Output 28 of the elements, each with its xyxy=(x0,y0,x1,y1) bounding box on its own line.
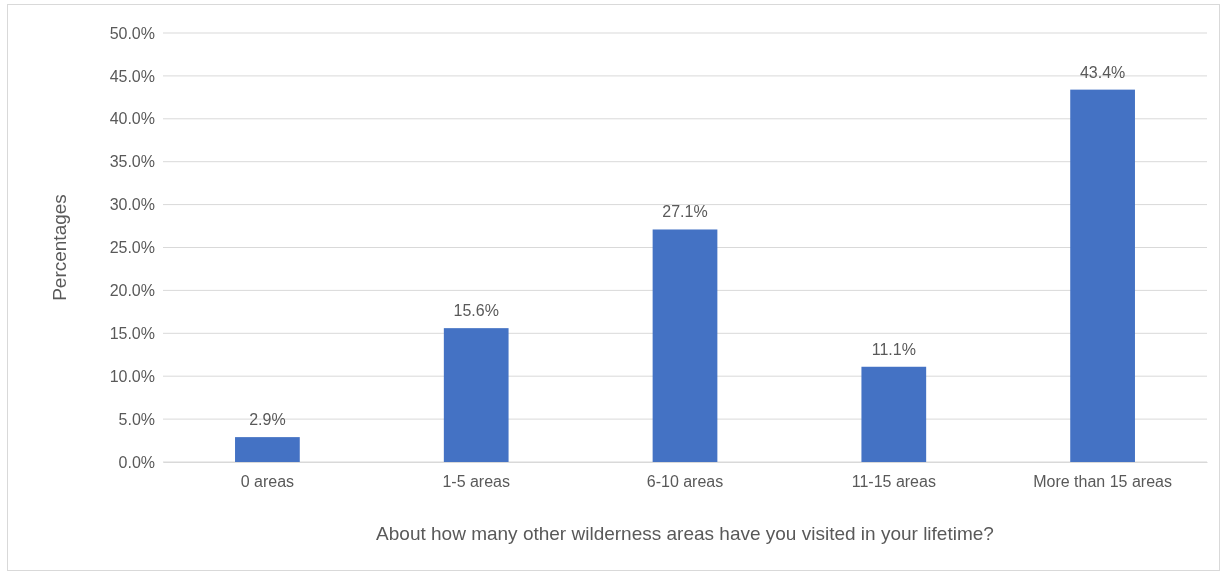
bar xyxy=(1070,89,1135,462)
y-axis-title: Percentages xyxy=(49,194,70,301)
y-tick-label: 25.0% xyxy=(109,239,155,257)
y-tick-label: 40.0% xyxy=(109,110,155,128)
x-tick-label: More than 15 areas xyxy=(1033,473,1172,491)
y-tick-label: 10.0% xyxy=(109,367,155,385)
x-tick-label: 11-15 areas xyxy=(851,473,936,491)
data-label: 2.9% xyxy=(249,411,286,429)
y-tick-label: 35.0% xyxy=(109,153,155,171)
bar xyxy=(652,229,718,462)
y-tick-label: 15.0% xyxy=(109,324,155,342)
x-tick-label: 6-10 areas xyxy=(646,473,724,491)
bar xyxy=(443,328,509,462)
data-label: 15.6% xyxy=(453,302,499,320)
y-tick-label: 50.0% xyxy=(109,24,155,42)
data-label: 27.1% xyxy=(662,203,708,221)
x-tick-label: 0 areas xyxy=(240,473,295,491)
y-tick-label: 30.0% xyxy=(109,196,155,214)
x-tick-label: 1-5 areas xyxy=(442,473,510,491)
data-label: 11.1% xyxy=(871,340,916,358)
bar xyxy=(861,366,927,462)
y-tick-label: 20.0% xyxy=(109,282,155,300)
bar xyxy=(235,437,300,462)
y-tick-label: 5.0% xyxy=(118,410,155,428)
y-tick-label: 0.0% xyxy=(118,453,155,471)
x-axis-title: About how many other wilderness areas have you visited in your lifetime? xyxy=(376,523,994,544)
y-tick-label: 45.0% xyxy=(109,67,155,85)
data-label: 43.4% xyxy=(1079,63,1126,81)
